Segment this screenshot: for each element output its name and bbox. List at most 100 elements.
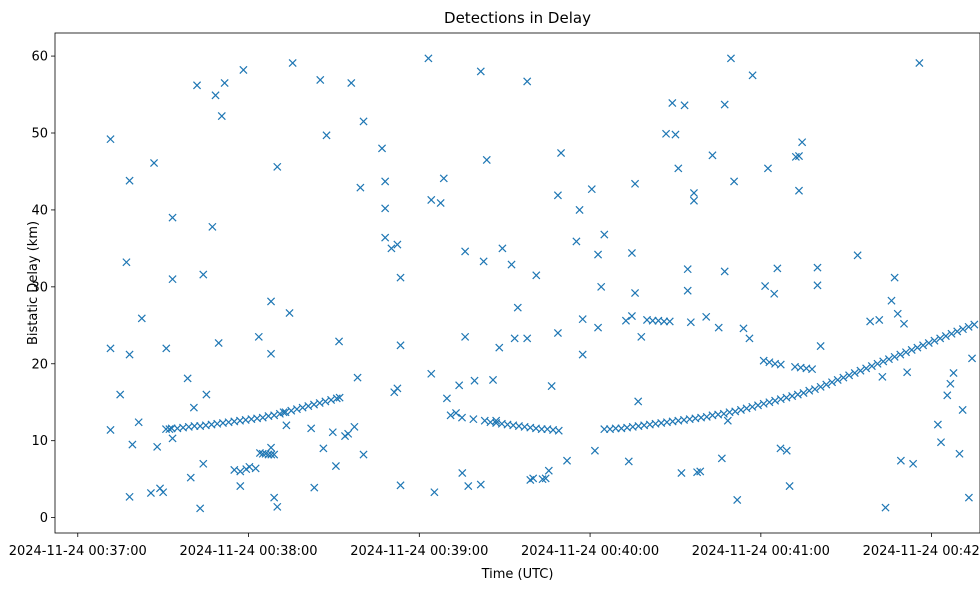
data-point — [805, 386, 814, 395]
data-point — [199, 270, 208, 279]
data-point — [167, 424, 176, 433]
data-point — [455, 381, 464, 390]
x-tick-label: 2024-11-24 00:42:00 — [863, 544, 980, 559]
data-point — [776, 395, 785, 404]
data-point — [461, 247, 470, 256]
data-point — [947, 329, 956, 338]
data-point — [907, 345, 916, 354]
data-point — [427, 369, 436, 378]
data-point — [597, 282, 606, 291]
data-point — [970, 320, 979, 329]
data-point — [192, 81, 202, 90]
data-point — [396, 273, 405, 282]
data-point — [245, 462, 254, 471]
data-point — [350, 422, 359, 431]
data-point — [941, 332, 950, 341]
data-point — [733, 495, 742, 504]
data-point — [427, 195, 436, 204]
data-point — [884, 355, 893, 364]
data-point — [665, 317, 674, 326]
data-point — [753, 401, 763, 410]
data-point — [933, 420, 942, 429]
data-point — [958, 405, 967, 414]
data-point — [714, 323, 723, 332]
data-point — [393, 240, 402, 249]
data-point — [537, 425, 546, 434]
data-point — [827, 378, 837, 387]
data-point — [776, 444, 785, 453]
data-point — [381, 204, 390, 213]
data-point — [381, 233, 390, 242]
data-point — [660, 317, 669, 326]
data-point — [281, 408, 290, 417]
data-point — [146, 488, 155, 498]
data-point — [600, 230, 609, 239]
data-point — [720, 100, 729, 109]
data-point — [759, 399, 768, 408]
data-point — [251, 464, 260, 473]
data-point — [936, 438, 946, 447]
data-point — [719, 409, 728, 418]
data-point — [949, 368, 958, 378]
y-axis: 0 10 20 30 40 50 60 — [31, 50, 55, 526]
data-point — [510, 334, 519, 343]
data-point — [307, 424, 316, 433]
data-point — [547, 382, 556, 391]
data-point — [674, 164, 683, 173]
data-point — [887, 296, 896, 305]
data-point — [359, 117, 368, 126]
data-point — [220, 78, 229, 88]
data-point — [288, 58, 297, 68]
data-point — [122, 258, 131, 267]
data-point — [901, 348, 911, 357]
data-point — [275, 409, 284, 418]
y-tick-label: 10 — [31, 434, 48, 449]
data-point — [816, 342, 825, 351]
data-point — [381, 177, 390, 186]
data-point — [776, 360, 785, 369]
data-point — [808, 365, 817, 374]
data-point — [683, 265, 692, 274]
data-point — [631, 179, 640, 188]
data-point — [208, 222, 217, 231]
data-point — [879, 357, 888, 366]
data-point — [106, 425, 115, 434]
plot-area — [106, 54, 979, 513]
data-point — [822, 380, 831, 389]
data-point — [748, 71, 757, 80]
data-point — [424, 54, 433, 63]
data-point — [903, 368, 912, 377]
data-point — [575, 205, 584, 214]
data-point — [328, 428, 337, 437]
data-point — [480, 416, 489, 425]
data-point — [953, 327, 962, 336]
data-point — [909, 459, 918, 468]
data-point — [878, 372, 887, 381]
data-point — [532, 271, 541, 280]
data-point — [791, 152, 800, 161]
data-point — [239, 65, 248, 74]
data-point — [782, 393, 791, 402]
data-point — [436, 198, 445, 208]
data-point — [958, 325, 967, 334]
data-point — [717, 454, 726, 463]
data-point — [304, 402, 313, 411]
data-point — [730, 177, 739, 186]
data-point — [578, 315, 587, 324]
data-point — [915, 58, 924, 68]
data-point — [773, 264, 782, 273]
data-point — [759, 356, 768, 365]
data-point — [353, 373, 362, 382]
data-point — [794, 152, 804, 161]
data-point — [492, 416, 501, 425]
data-point — [930, 336, 939, 345]
data-point — [770, 289, 779, 298]
data-point — [765, 398, 774, 407]
data-point — [913, 343, 922, 352]
data-point — [765, 358, 774, 367]
data-point — [850, 368, 859, 378]
data-point — [813, 281, 822, 290]
data-point — [430, 488, 439, 497]
data-point — [507, 260, 516, 269]
data-point — [331, 462, 340, 471]
